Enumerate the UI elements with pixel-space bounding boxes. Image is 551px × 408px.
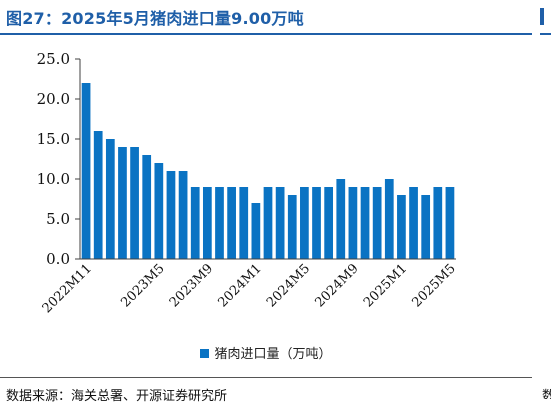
source-note: 数据来源：海关总署、开源证券研究所	[6, 389, 228, 404]
bar-2023M9	[202, 187, 212, 259]
x-tick-label: 2023M9	[167, 261, 216, 310]
bar-2024M7	[324, 187, 334, 259]
bar-2024M8	[336, 179, 346, 259]
bar-2024M2	[263, 187, 273, 259]
bar-2023M3	[130, 147, 139, 259]
bar-2022M11	[81, 83, 91, 259]
bar-2023M12	[239, 187, 249, 259]
bar-2023M5	[154, 163, 164, 259]
bar-2024M9	[348, 187, 358, 259]
x-tick-label: 2025M5	[410, 261, 459, 310]
bar-2025M1	[397, 195, 406, 259]
bar-2024M5	[300, 187, 309, 259]
x-tick-label: 2024M9	[312, 261, 361, 310]
bar-2024M1	[251, 203, 261, 259]
bar-2022M12	[93, 131, 103, 259]
legend-label: 猪肉进口量（万吨）	[214, 347, 332, 362]
bar-2023M1	[105, 139, 115, 259]
bar-2024M4	[287, 195, 297, 259]
title-divider	[0, 33, 532, 35]
adjacent-figure-divider	[540, 33, 551, 35]
chart-legend: 猪肉进口量（万吨）	[0, 343, 532, 362]
figure-title: 图27：2025年5月猪肉进口量9.00万吨	[6, 9, 304, 28]
x-tick-label: 2024M5	[264, 261, 313, 310]
x-tick-label: 2022M11	[40, 261, 95, 316]
bar-2023M7	[178, 171, 188, 259]
y-tick-label: 20.0	[37, 90, 70, 108]
bar-2023M2	[118, 147, 127, 259]
bar-2025M4	[433, 187, 443, 259]
bar-2024M6	[312, 187, 321, 259]
source-divider	[0, 377, 532, 378]
bar-2023M6	[166, 171, 176, 259]
bar-2025M5	[445, 187, 455, 259]
bar-2024M3	[275, 187, 285, 259]
y-tick-label: 0.0	[46, 250, 70, 268]
bar-chart: 0.0 5.0 10.0 15.0 20.0 25.0 2022M11 2023M5 2023…	[37, 50, 459, 316]
adjacent-source-fragment: 数	[542, 389, 551, 399]
bar-2023M4	[142, 155, 152, 259]
bar-2023M11	[227, 187, 236, 259]
y-tick-label: 25.0	[37, 50, 70, 68]
x-axis: 2022M11 2023M5 2023M9 2024M1 2024M5 2024M9 202…	[40, 258, 459, 316]
x-tick-label: 2025M1	[361, 261, 410, 310]
y-tick-label: 10.0	[37, 170, 70, 188]
bar-2025M2	[409, 187, 418, 259]
adjacent-figure-fragment	[540, 8, 544, 25]
bar-2024M12	[384, 179, 394, 259]
bar-2025M3	[421, 195, 431, 259]
x-tick-label: 2024M1	[215, 261, 264, 310]
y-tick-label: 15.0	[37, 130, 70, 148]
x-tick-label: 2023M5	[118, 261, 167, 310]
bar-series	[81, 83, 455, 259]
y-tick-label: 5.0	[46, 210, 70, 228]
bar-2024M11	[372, 187, 382, 259]
y-axis: 0.0 5.0 10.0 15.0 20.0 25.0	[37, 50, 81, 268]
bar-2023M10	[215, 187, 224, 259]
legend-swatch-icon	[200, 349, 210, 358]
bar-2024M10	[360, 187, 370, 259]
bar-2023M8	[190, 187, 200, 259]
